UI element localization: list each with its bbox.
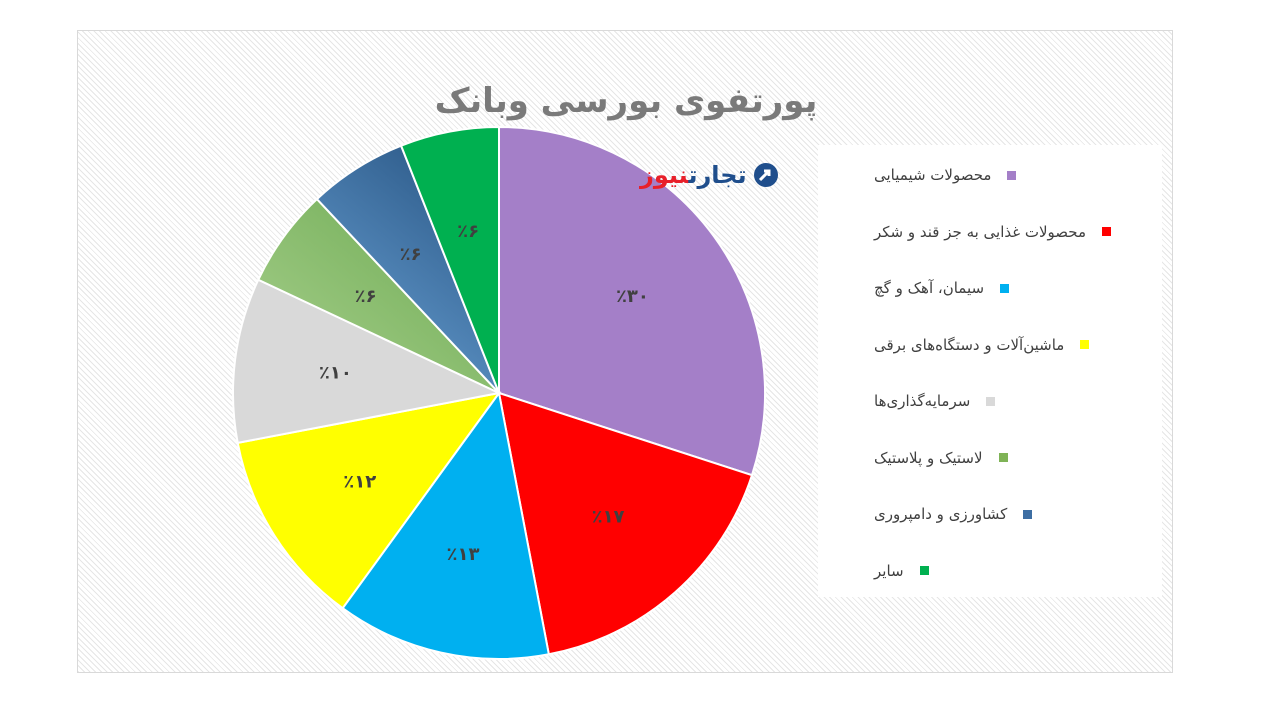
legend-swatch (1007, 170, 1017, 180)
logo-word-news: نیوز (640, 161, 689, 189)
legend-item: کشاورزی و دامپروری (874, 500, 1033, 528)
legend-item: سایر (874, 557, 929, 585)
legend-label: کشاورزی و دامپروری (874, 505, 1008, 523)
legend-label: ماشین‌آلات و دستگاه‌های برقی (874, 335, 1065, 354)
chart-title: پورتفوی بورسی وبانک (434, 81, 818, 121)
legend-label: سایر (874, 561, 904, 580)
data-label-1: ٪۳۰ (616, 286, 649, 307)
pie-chart: ٪۳۰ ٪۱۷ ٪۱۳ ٪۱۲ ٪۱۰ ٪۶ ٪۶ ٪۶ (232, 125, 766, 660)
legend-item: محصولات غذایی به جز قند و شکر (874, 218, 1112, 246)
data-label-3: ٪۱۳ (447, 544, 480, 565)
tejarat-news-logo-icon (753, 163, 778, 187)
legend-item: سرمایه‌گذاری‌ها (874, 387, 996, 415)
pie-slice-2 (497, 391, 754, 656)
legend-label: محصولات شیمیایی (874, 166, 992, 184)
logo-text: تجارتنیوز (640, 161, 747, 189)
data-label-5: ٪۱۰ (319, 362, 352, 383)
data-label-7: ٪۶ (400, 244, 422, 265)
tejarat-news-logo: تجارتنیوز (640, 157, 779, 193)
legend-swatch (1023, 509, 1033, 519)
pie-slice-3 (341, 390, 551, 660)
legend-swatch (1102, 227, 1112, 236)
legend-item: لاستیک و پلاستیک (874, 444, 1008, 472)
legend-swatch (919, 566, 929, 575)
legend-swatch (986, 396, 996, 406)
chart-frame: پورتفوی بورسی وبانک ٪۳۰ ٪۱۷ ٪۱۳ ٪۱۲ ٪۱۰ ٪۶ ٪۶ ٪… (77, 30, 1173, 673)
data-label-8: ٪۶ (457, 221, 479, 242)
logo-word-tejarat: تجارت (688, 161, 747, 189)
pie-slice-4 (236, 391, 502, 610)
legend-label: محصولات غذایی به جز قند و شکر (874, 222, 1087, 241)
legend-item: محصولات شیمیایی (874, 161, 1017, 189)
legend-swatch (1000, 283, 1010, 293)
data-label-4: ٪۱۲ (343, 471, 376, 492)
legend-label: سیمان، آهک و گچ (874, 279, 985, 297)
pie-slice-1 (498, 125, 766, 477)
pie-slice-8 (399, 125, 500, 394)
legend-label: سرمایه‌گذاری‌ها (874, 392, 971, 410)
legend-swatch (1080, 340, 1090, 349)
legend-swatch (998, 453, 1008, 462)
data-label-2: ٪۱۷ (592, 507, 625, 528)
data-label-6: ٪۶ (355, 286, 377, 307)
pie-slice-5 (232, 278, 503, 445)
legend-item: سیمان، آهک و گچ (874, 274, 1010, 302)
legend: محصولات شیمیایی محصولات غذایی به جز قند و… (818, 145, 1162, 597)
legend-label: لاستیک و پلاستیک (874, 448, 983, 467)
legend-item: ماشین‌آلات و دستگاه‌های برقی (874, 331, 1090, 359)
